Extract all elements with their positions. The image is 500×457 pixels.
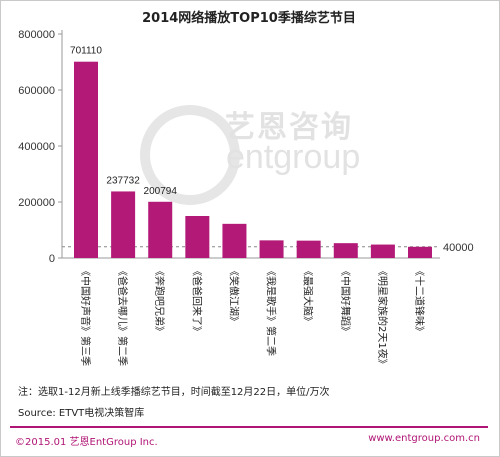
x-category-label: 《我是歌手》第二季 <box>265 266 278 356</box>
footnote: 注：选取1-12月新上线季播综艺节目，时间截至12月22日，单位/万次 <box>18 387 330 398</box>
bar <box>111 191 136 258</box>
source-note: Source: ETVT电视决策智库 <box>18 408 145 419</box>
x-category-label: 《爸爸回来了》 <box>190 266 203 336</box>
y-tick-label: 600000 <box>18 85 55 97</box>
chart-title: 2014网络播放TOP10季播综艺节目 <box>142 11 356 26</box>
y-tick-label: 0 <box>49 253 55 265</box>
bar <box>74 61 98 258</box>
bar <box>148 201 173 258</box>
copyright-text: ©2015.01 艺恩EntGroup Inc. <box>15 437 158 448</box>
x-category-label: 《爸爸去哪儿》第二季 <box>116 266 129 366</box>
y-tick-label: 400000 <box>18 141 55 153</box>
bar <box>185 216 210 258</box>
x-category-label: 《十二道锋味》 <box>413 266 426 336</box>
x-category-label: 《中国好声音》第三季 <box>79 266 92 366</box>
data-label: 200794 <box>144 186 178 197</box>
bar <box>259 240 284 258</box>
data-label: 237732 <box>106 175 140 186</box>
bar <box>408 246 432 258</box>
watermark-cn: 艺恩咨询 <box>225 110 353 145</box>
y-tick-label: 800000 <box>18 29 55 41</box>
x-category-label: 《奔跑吧兄弟》 <box>153 266 166 336</box>
bar <box>222 223 247 258</box>
bar <box>333 243 358 258</box>
x-category-label: 《最强大脑》 <box>302 266 315 326</box>
footer-divider <box>10 426 488 428</box>
watermark-en: entgroup <box>226 138 361 176</box>
y-tick-label: 200000 <box>18 197 55 209</box>
x-category-label: 《中国好舞蹈》 <box>339 266 352 336</box>
reference-line-label: 40000 <box>443 242 474 254</box>
data-label: 701110 <box>70 46 102 57</box>
x-category-label: 《笑傲江湖》 <box>227 266 240 326</box>
bar <box>296 240 321 258</box>
bar <box>370 244 395 258</box>
bar-chart: 0 200000 400000 600000 800000 40000 701110 《中国… <box>18 29 474 369</box>
watermark-logo-icon <box>140 105 240 205</box>
x-category-label: 《明星家族的2天1夜》 <box>376 266 389 369</box>
website-text: www.entgroup.com.cn <box>368 433 480 444</box>
